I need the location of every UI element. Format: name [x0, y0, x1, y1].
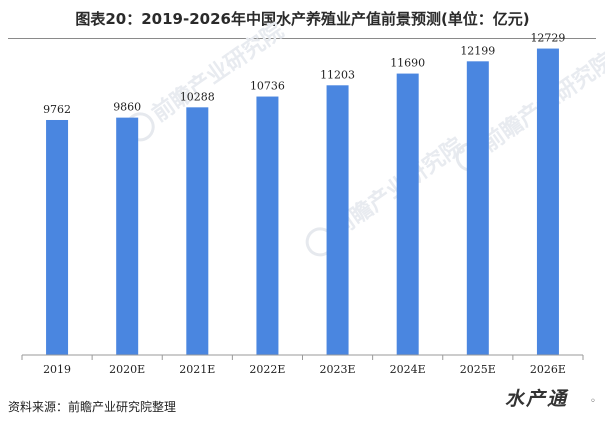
x-tick-label-2024E: 2024E: [390, 363, 426, 376]
x-tick-label-2020E: 2020E: [109, 363, 145, 376]
bar-2021E: [186, 107, 209, 355]
x-tick-labels-group: 2019 2020E 2021E 2022E 2023E 2024E 2025E 2026E: [21, 355, 584, 376]
x-tick-label-2026E: 2026E: [530, 363, 566, 376]
bar-2023E: [326, 85, 349, 355]
bars-group: [46, 48, 559, 356]
source-note: 资料来源：前瞻产业研究院整理: [8, 400, 177, 414]
value-label-2019: 9762: [43, 103, 71, 116]
x-tick-label-2023E: 2023E: [320, 363, 356, 376]
value-labels-group: 9762 9860 10288 10736 11203 11690 12199 12729: [43, 32, 565, 116]
x-tick-label-2019: 2019: [43, 363, 71, 376]
value-label-2023E: 11203: [320, 68, 355, 81]
title-rule: [8, 38, 596, 39]
value-label-2024E: 11690: [390, 57, 425, 70]
bar-2025E: [466, 61, 489, 355]
value-label-2021E: 10288: [180, 90, 215, 103]
value-label-2026E: 12729: [530, 32, 565, 45]
value-label-2022E: 10736: [250, 80, 285, 93]
bar-2022E: [256, 96, 279, 355]
corner-watermark: 水产通: [505, 388, 569, 410]
bar-2024E: [396, 73, 419, 356]
value-label-2025E: 12199: [460, 44, 495, 57]
chart-title: 图表20：2019-2026年中国水产养殖业产值前景预测(单位：亿元): [75, 10, 530, 28]
x-tick-label-2021E: 2021E: [179, 363, 215, 376]
bar-2026E: [536, 48, 559, 356]
x-tick-label-2022E: 2022E: [249, 363, 285, 376]
corner-watermark-dot: ◦: [590, 396, 596, 407]
x-tick-label-2025E: 2025E: [460, 363, 496, 376]
bar-2020E: [116, 117, 139, 355]
value-label-2020E: 9860: [113, 101, 141, 114]
bar-2019: [46, 119, 69, 355]
